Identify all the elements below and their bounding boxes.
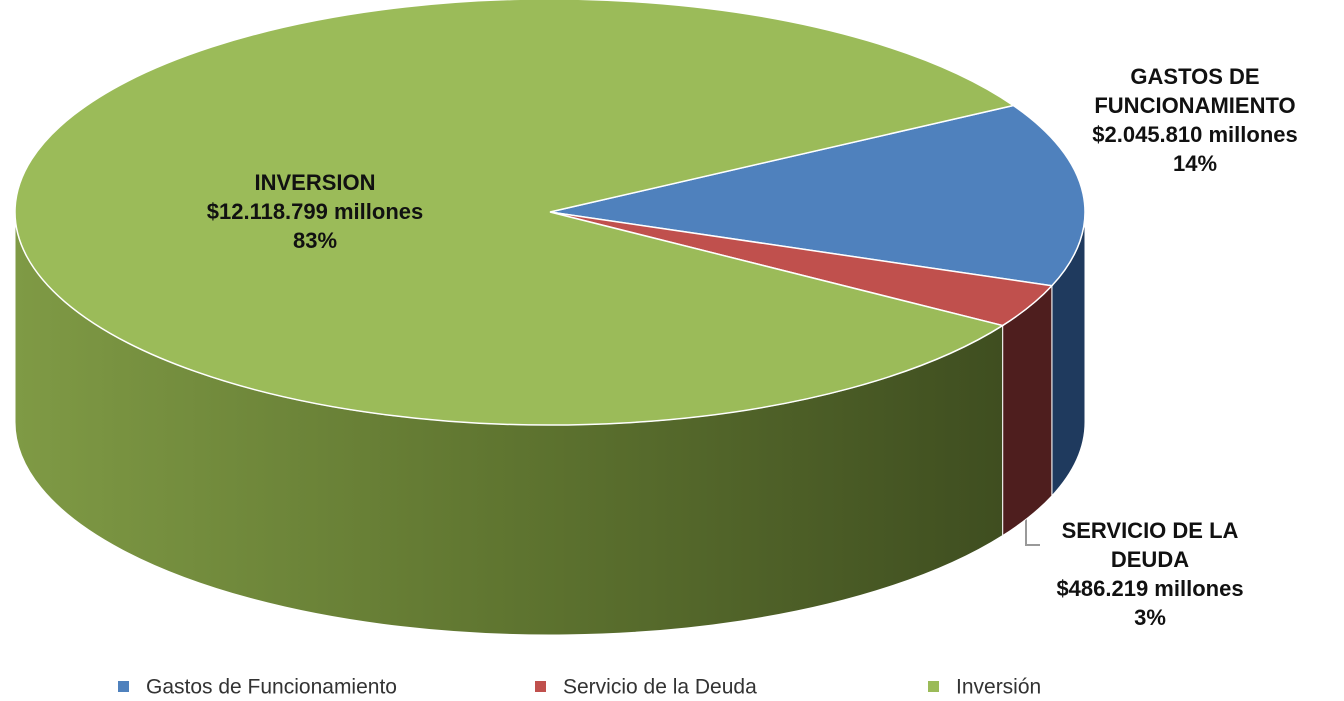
label-amount: $2.045.810 millones [1092,122,1298,147]
slice [549,104,1086,287]
label-name: GASTOS DE FUNCIONAMIENTO [1094,64,1296,118]
data-label: INVERSION $12.118.799 millones 83% [150,168,480,255]
legend-label: Inversión [956,676,1041,699]
legend-label: Servicio de la Deuda [563,676,757,699]
legend-swatch [118,681,129,692]
label-amount: $12.118.799 millones [206,199,424,224]
legend-label: Gastos de Funcionamiento [146,676,397,699]
label-percent: 83% [292,228,338,253]
label-percent: 14% [1172,151,1218,176]
legend-swatch [535,681,546,692]
label-amount: $486.219 millones [1056,576,1244,601]
data-label: GASTOS DE FUNCIONAMIENTO $2.045.810 mill… [1070,62,1320,178]
slice-side [1002,284,1053,537]
legend-swatch [928,681,939,692]
data-label: SERVICIO DE LA DEUDA $486.219 millones 3… [1040,516,1260,632]
label-name: INVERSION [254,170,376,195]
label-name: SERVICIO DE LA DEUDA [1061,518,1239,572]
slice [14,0,1016,426]
label-percent: 3% [1134,605,1166,630]
